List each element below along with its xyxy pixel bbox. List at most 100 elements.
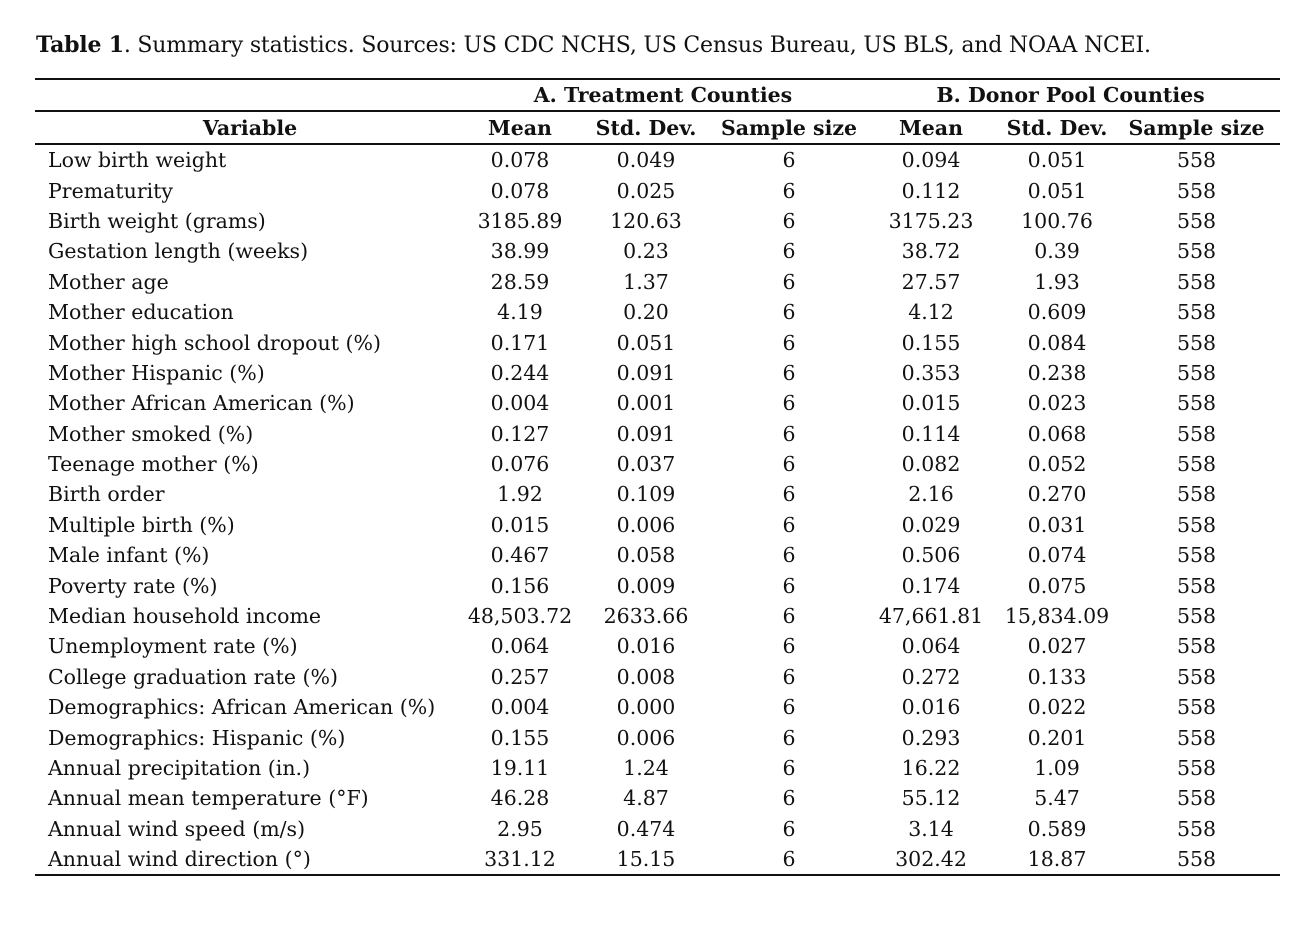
value-cell: 558 [1176,543,1217,568]
value-cell: 0.270 [1027,482,1087,507]
value-cell: 558 [1113,843,1281,877]
value-cell: 0.39 [1034,239,1080,264]
column-header: Mean [861,111,1002,145]
value-cell: 558 [1176,239,1217,264]
variable-name-cell: Birth order [48,482,165,507]
value-cell: 6 [782,148,796,173]
table-row: Median household income 48,503.72 2633.66 6… [35,601,1280,631]
table-row: Multiple birth (%) 0.015 0.006 6 0.029 0.031 5… [35,510,1280,540]
value-cell: 6 [782,604,796,629]
table-row: Mother education 4.19 0.20 6 4.12 0.609 558 [35,297,1280,327]
value-cell: 558 [1176,664,1217,689]
value-cell: 0.006 [616,725,676,750]
value-cell: 48,503.72 [467,604,573,629]
variable-name-cell: Gestation length (weeks) [48,239,309,264]
table-row: Mother high school dropout (%) 0.171 0.051… [35,327,1280,357]
table-row: College graduation rate (%) 0.257 0.008 6 0.… [35,662,1280,692]
value-cell: 28.59 [490,269,550,294]
value-cell: 0.467 [490,543,550,568]
value-cell: 0.025 [616,178,676,203]
value-cell: 0.004 [490,391,550,416]
table-row: Birth weight (grams) 3185.89 120.63 6 3175.2… [35,206,1280,236]
value-cell: 6 [782,360,796,385]
value-cell: 1.37 [623,269,669,294]
column-header: Mean [465,111,575,145]
table-row: Annual wind direction (°) 331.12 15.15 6 302… [35,843,1281,877]
value-cell: 6 [782,300,796,325]
value-cell: 19.11 [490,756,550,780]
value-cell: 4.19 [497,300,543,325]
value-cell: 6 [782,391,796,416]
value-cell: 0.109 [616,482,676,507]
value-cell: 0.029 [901,512,961,537]
value-cell: 0.015 [490,512,550,537]
value-cell: 27.57 [901,269,961,294]
value-cell: 0.008 [616,664,676,689]
value-cell: 0.051 [616,330,676,355]
value-cell: 6 [782,756,796,780]
group-header-row: A. Treatment Counties B. Donor Pool Coun… [35,78,1281,112]
value-cell: 0.064 [901,634,961,659]
value-cell: 558 [1176,816,1217,841]
variable-name-cell: Annual wind speed (m/s) [48,816,306,841]
table-label: Table 1 [36,32,124,58]
value-cell: 0.037 [616,452,676,477]
value-cell: 0.238 [1027,360,1087,385]
value-cell: 558 [1176,148,1217,173]
table-row: Mother African American (%) 0.004 0.001 6 0.… [35,388,1280,418]
value-cell: 0.257 [490,664,550,689]
value-cell: 46.28 [490,786,550,811]
value-cell: 558 [1176,330,1217,355]
value-cell: 6 [782,573,796,598]
value-cell: 2.95 [497,816,543,841]
table-row: Annual precipitation (in.) 19.11 1.24 6 16.2… [35,753,1280,783]
value-cell: 0.064 [490,634,550,659]
variable-name-cell: Birth weight (grams) [48,208,266,233]
value-cell: 558 [1176,421,1217,446]
value-cell: 0.112 [901,178,961,203]
value-cell: 2633.66 [603,604,689,629]
value-cell: 6 [782,725,796,750]
value-cell: 558 [1176,604,1217,629]
value-cell: 4.87 [623,786,669,811]
table-row: Teenage mother (%) 0.076 0.037 6 0.082 0.052 5… [35,449,1280,479]
value-cell: 558 [1176,269,1217,294]
value-cell: 4.12 [908,300,954,325]
table-row: Prematurity 0.078 0.025 6 0.112 0.051 558 [35,175,1280,205]
value-cell: 0.127 [490,421,550,446]
value-cell: 47,661.81 [878,604,984,629]
column-header: Variable [35,111,465,145]
value-cell: 0.506 [901,543,961,568]
table-row: Low birth weight 0.078 0.049 6 0.094 0.051 558 [35,144,1280,175]
value-cell: 55.12 [901,786,961,811]
value-cell: 0.016 [901,695,961,720]
value-cell: 38.72 [901,239,961,264]
caption-text: . Summary statistics. Sources: US CDC NC… [123,33,1151,58]
value-cell: 0.091 [616,360,676,385]
value-cell: 0.084 [1027,330,1087,355]
value-cell: 558 [1176,482,1217,507]
table-caption: Table 1. Summary statistics. Sources: US… [36,32,1151,58]
value-cell: 0.001 [616,391,676,416]
variable-name-cell: College graduation rate (%) [48,664,338,689]
table-row: Annual wind speed (m/s) 2.95 0.474 6 3.14 0.5… [35,814,1280,844]
group-header-donor-pool: B. Donor Pool Counties [861,78,1281,112]
value-cell: 0.027 [1027,634,1087,659]
value-cell: 120.63 [610,208,682,233]
value-cell: 0.133 [1027,664,1087,689]
value-cell: 0.609 [1027,300,1087,325]
table-row: Mother age 28.59 1.37 6 27.57 1.93 558 [35,267,1280,297]
variable-name-cell: Poverty rate (%) [48,573,218,598]
value-cell: 0.20 [623,300,669,325]
variable-name-cell: Annual wind direction (°) [35,843,465,877]
table-row: Gestation length (weeks) 38.99 0.23 6 38.72 0… [35,236,1280,266]
value-cell: 0.015 [901,391,961,416]
value-cell: 0.006 [616,512,676,537]
value-cell: 15.15 [575,843,717,877]
value-cell: 6 [782,786,796,811]
value-cell: 1.09 [1034,756,1080,780]
group-header-empty [35,78,465,112]
value-cell: 558 [1176,452,1217,477]
variable-name-cell: Demographics: African American (%) [48,695,436,720]
table-row: Unemployment rate (%) 0.064 0.016 6 0.064 0.0… [35,631,1280,661]
